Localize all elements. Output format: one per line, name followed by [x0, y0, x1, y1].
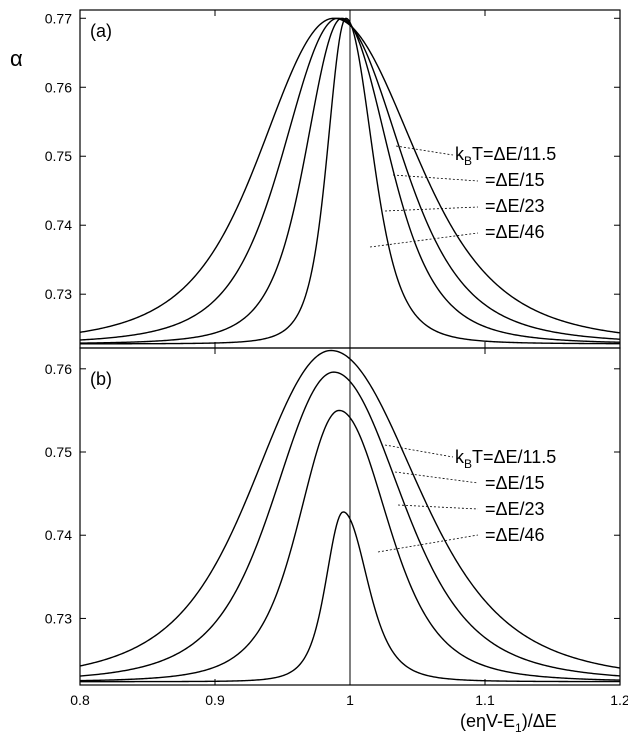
- y-tick-label: 0.76: [45, 361, 72, 377]
- y-tick-label: 0.76: [45, 79, 72, 95]
- series-annotation: =ΔE/15: [485, 473, 545, 493]
- panel-b-label: (b): [90, 369, 112, 389]
- panel-a-plot: 0.73 0.74 0.75 0.76 0.77 kBT=ΔE/11.5=ΔE/15 =ΔE…: [45, 10, 621, 348]
- panel-b-plot: 0.73 0.74 0.75 0.76 0.8 0.9 1 1.1 1.2 kBT=ΔE/11.5…: [45, 348, 628, 708]
- series-line: [80, 511, 620, 683]
- x-tick-label: 0.8: [70, 692, 90, 708]
- annotation-leader: [377, 534, 479, 553]
- series-line: [79, 409, 621, 682]
- annotation-leader: [397, 504, 479, 510]
- series-annotation: =ΔE/46: [485, 525, 545, 545]
- x-axis-label: (eηV-E1)/ΔE: [460, 711, 557, 735]
- y-tick-label: 0.74: [45, 217, 72, 233]
- y-tick-label: 0.73: [45, 286, 72, 302]
- y-tick-label: 0.75: [45, 444, 72, 460]
- y-tick-label: 0.74: [45, 527, 72, 543]
- y-tick-label: 0.77: [45, 10, 72, 26]
- series-annotation: =ΔE/23: [485, 499, 545, 519]
- annotation-leader: [394, 471, 479, 484]
- x-tick-label: 0.9: [205, 692, 225, 708]
- series-annotation: =ΔE/23: [485, 196, 545, 216]
- series-annotation: kBT=ΔE/11.5: [455, 447, 556, 471]
- x-tick-label: 1.1: [475, 692, 495, 708]
- annotation-leader: [384, 206, 479, 212]
- series-annotation: =ΔE/46: [485, 222, 545, 242]
- annotation-leader: [395, 145, 454, 156]
- series-line: [80, 17, 620, 345]
- panel-a-label: (a): [90, 21, 112, 41]
- y-tick-label: 0.75: [45, 148, 72, 164]
- series-line: [79, 17, 621, 341]
- series-line: [79, 349, 621, 669]
- annotation-leader: [392, 174, 479, 182]
- annotation-leader: [384, 444, 454, 458]
- series-annotation: kBT=ΔE/11.5: [455, 144, 556, 168]
- y-axis-label: α: [10, 46, 23, 71]
- series-line: [79, 371, 621, 677]
- series-annotation: =ΔE/15: [485, 170, 545, 190]
- x-tick-label: 1.2: [610, 692, 628, 708]
- x-tick-label: 1: [346, 692, 354, 708]
- y-tick-label: 0.73: [45, 610, 72, 626]
